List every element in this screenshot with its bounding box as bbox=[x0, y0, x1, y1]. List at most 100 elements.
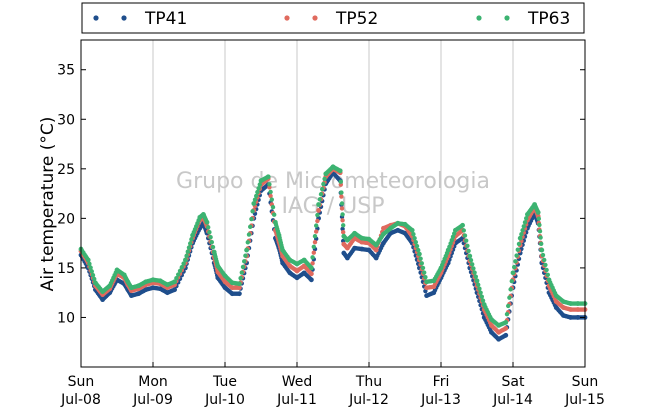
point-tp63-57 bbox=[460, 222, 465, 228]
trace-dot-tp63 bbox=[520, 228, 525, 233]
x-tick-date-7: Jul-15 bbox=[564, 392, 605, 408]
y-tick-label-30: 30 bbox=[57, 112, 75, 128]
trace-dot-tp63 bbox=[513, 259, 518, 264]
trace-dot-tp63 bbox=[311, 244, 316, 249]
trace-dot-tp63 bbox=[471, 266, 476, 271]
trace-dot-tp63 bbox=[257, 182, 262, 187]
point-tp52-24 bbox=[237, 285, 242, 291]
trace-dot-tp63 bbox=[480, 298, 486, 303]
trace-dot-tp63 bbox=[468, 257, 474, 263]
trace-dot-tp63 bbox=[89, 269, 95, 274]
trace-dot-tp63 bbox=[255, 189, 260, 195]
trace-dot-tp63 bbox=[174, 275, 179, 281]
trace-dot-tp63 bbox=[506, 303, 511, 309]
trace-dot-tp52 bbox=[268, 193, 273, 199]
trace-dot-tp63 bbox=[256, 186, 261, 191]
trace-dot-tp63 bbox=[87, 261, 92, 266]
trace-dot-tp63 bbox=[90, 272, 96, 278]
trace-dot-tp63 bbox=[473, 274, 478, 279]
trace-dot-tp63 bbox=[508, 287, 513, 292]
trace-dot-tp63 bbox=[318, 192, 324, 197]
trace-dot-tp63 bbox=[545, 272, 550, 278]
trace-dot-tp63 bbox=[465, 243, 470, 248]
trace-dot-tp63 bbox=[249, 216, 254, 222]
point-tp63-69 bbox=[539, 247, 545, 253]
trace-dot-tp63 bbox=[479, 294, 484, 299]
trace-dot-tp63 bbox=[447, 244, 452, 249]
trace-dot-tp63 bbox=[185, 249, 190, 254]
trace-dot-tp63 bbox=[420, 265, 426, 271]
trace-dot-tp63 bbox=[320, 186, 325, 192]
point-tp63-65 bbox=[517, 235, 523, 241]
trace-dot-tp63 bbox=[248, 224, 253, 229]
legend-marker-tp41-b bbox=[121, 15, 127, 21]
point-tp63-19 bbox=[204, 219, 210, 225]
trace-dot-tp63 bbox=[422, 270, 427, 275]
point-tp63-59 bbox=[474, 278, 480, 284]
legend-marker-tp52-b bbox=[312, 15, 318, 21]
y-tick-label-35: 35 bbox=[57, 63, 75, 79]
y-axis: 10 15 20 25 30 35 bbox=[57, 63, 585, 326]
trace-dot-tp63 bbox=[189, 237, 194, 242]
trace-dot-tp63 bbox=[321, 181, 326, 187]
x-tick-day-2: Tue bbox=[212, 374, 237, 390]
trace-dot-tp63 bbox=[240, 264, 246, 270]
point-tp63-36 bbox=[316, 202, 321, 207]
trace-dot-tp63 bbox=[239, 270, 244, 275]
x-axis: Sun Jul-08 Mon Jul-09 Tue Jul-10 Wed Jul-11 Thu J… bbox=[60, 362, 605, 408]
trace-dot-tp63 bbox=[516, 241, 522, 247]
trace-dot-tp52 bbox=[312, 239, 318, 245]
y-tick-label-20: 20 bbox=[57, 211, 75, 227]
trace-dot-tp63 bbox=[246, 232, 252, 237]
trace-dot-tp63 bbox=[448, 241, 453, 246]
trace-dot-tp63 bbox=[419, 261, 424, 266]
vertical-gridlines bbox=[152, 40, 514, 367]
point-tp52-35 bbox=[309, 271, 314, 277]
trace-dot-tp63 bbox=[312, 234, 318, 239]
legend-marker-tp63-b bbox=[504, 15, 510, 21]
point-tp63-28 bbox=[265, 174, 271, 180]
trace-dot-tp63 bbox=[315, 212, 320, 218]
legend-marker-tp63-a bbox=[476, 15, 482, 21]
trace-dot-tp63 bbox=[539, 241, 544, 246]
trace-dot-tp52 bbox=[314, 229, 319, 234]
trace-dot-tp63 bbox=[536, 216, 541, 221]
point-tp63-24 bbox=[237, 281, 242, 287]
x-tick-day-5: Fri bbox=[433, 374, 450, 390]
point-tp52-63 bbox=[503, 325, 509, 331]
point-tp63-25 bbox=[244, 247, 250, 253]
x-tick-day-4: Thu bbox=[355, 374, 382, 390]
trace-dot-tp63 bbox=[412, 235, 417, 241]
plot-frame bbox=[80, 39, 586, 368]
trace-dot-tp63 bbox=[478, 290, 483, 295]
trace-dot-tp63 bbox=[339, 190, 344, 195]
trace-dot-tp63 bbox=[314, 223, 319, 228]
trace-dot-tp52 bbox=[341, 230, 346, 235]
trace-dot-tp52 bbox=[340, 218, 345, 223]
trace-dot-tp63 bbox=[504, 311, 510, 317]
x-tick-day-6: Sat bbox=[502, 374, 525, 390]
legend-label-tp63: TP63 bbox=[527, 9, 570, 29]
trace-dot-tp63 bbox=[341, 223, 346, 228]
trace-dot-tp41 bbox=[340, 226, 345, 232]
x-tick-day-3: Wed bbox=[282, 374, 313, 390]
trace-dot-tp63 bbox=[186, 245, 192, 250]
legend-label-tp52: TP52 bbox=[335, 9, 378, 29]
trace-dot-tp63 bbox=[464, 238, 469, 243]
legend-entry-tp41: TP41 bbox=[93, 9, 187, 29]
point-tp63-64 bbox=[510, 270, 516, 276]
trace-dot-tp63 bbox=[450, 234, 456, 240]
legend: TP41 TP52 TP63 bbox=[81, 2, 585, 34]
trace-dot-tp63 bbox=[254, 193, 259, 199]
trace-dot-tp52 bbox=[311, 250, 316, 255]
trace-dot-tp63 bbox=[317, 197, 322, 202]
trace-dot-tp63 bbox=[250, 209, 255, 214]
trace-dot-tp63 bbox=[543, 262, 548, 268]
trace-dot-tp63 bbox=[92, 276, 97, 282]
x-tick-date-4: Jul-12 bbox=[348, 392, 389, 408]
trace-dot-tp63 bbox=[245, 240, 250, 245]
trace-dot-tp63 bbox=[252, 197, 258, 202]
trace-dot-tp63 bbox=[242, 259, 247, 264]
trace-dot-tp63 bbox=[537, 229, 543, 234]
